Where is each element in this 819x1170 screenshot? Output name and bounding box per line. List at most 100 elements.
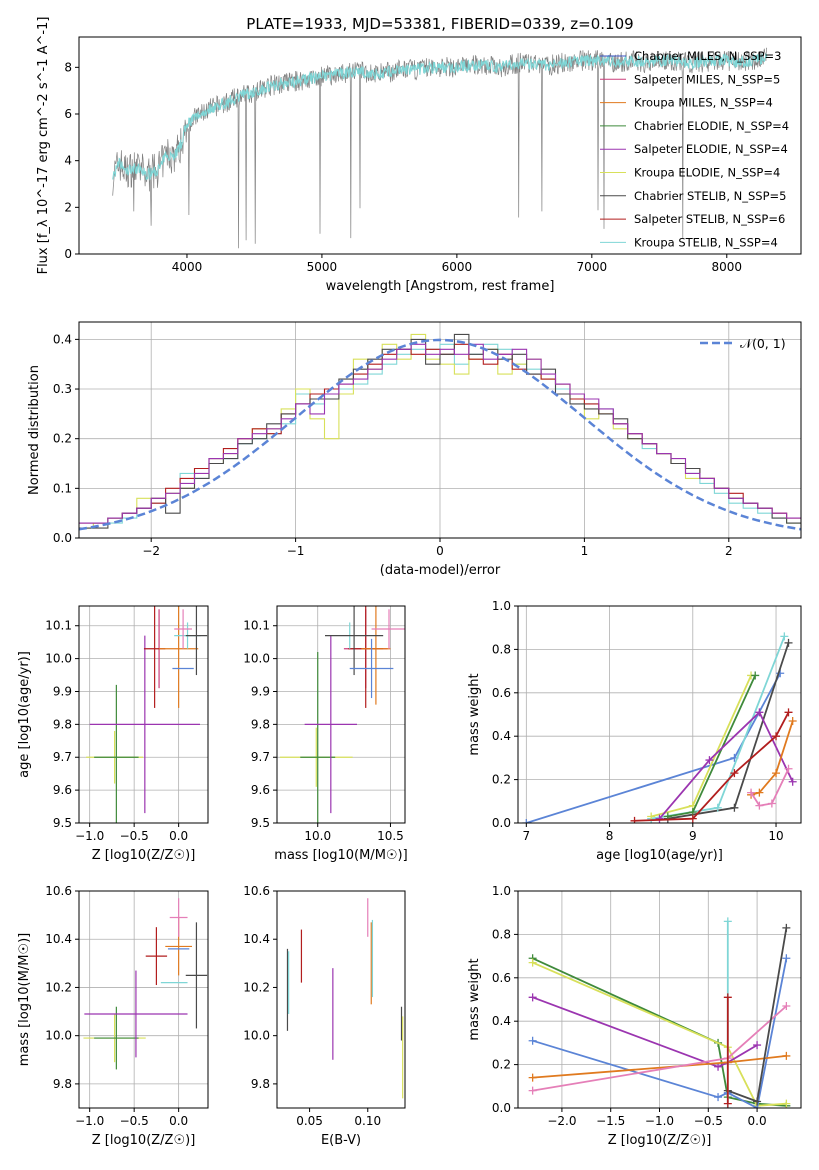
y-tick-label: 9.6: [251, 783, 270, 797]
weight-marker: [782, 1002, 791, 1011]
legend-label: Kroupa MILES, N_SSP=4: [634, 96, 773, 110]
x-tick-label: −0.5: [120, 1114, 149, 1128]
weight-marker: [755, 708, 764, 717]
x-axis-label: age [log10(age/yr)]: [596, 848, 723, 863]
age-vs-z-panel: −1.0 −0.5 0.0 9.5 9.6 9.7 9.8 9.9 10.0 10.1 Z [log…: [17, 605, 209, 863]
y-tick-label: 10.0: [243, 652, 270, 666]
weight-marker: [782, 954, 791, 963]
axes-frame: [78, 36, 802, 255]
y-tick-label: 10.1: [45, 619, 72, 633]
x-axis-label: Z [log10(Z/Z☉)]: [92, 848, 196, 863]
weight-marker: [747, 788, 756, 797]
x-axis-label: Z [log10(Z/Z☉)]: [92, 1133, 196, 1148]
x-tick-label: 0.0: [169, 1114, 188, 1128]
y-tick-label: 0.4: [53, 332, 72, 346]
plot-area: [277, 891, 405, 1108]
weight-marker: [753, 1041, 762, 1050]
x-tick-label: 0.0: [169, 829, 188, 843]
residuals-panel: −2 −1 0 1 2 0.0 0.1 0.2 0.3 0.4 (data-model)/error…: [27, 321, 802, 578]
weight-marker: [782, 923, 791, 932]
legend-label: Chabrier ELODIE, N_SSP=4: [634, 119, 789, 133]
plot-body: [112, 47, 768, 249]
x-tick-label: 0.05: [296, 1114, 323, 1128]
weight-marker: [753, 1097, 762, 1106]
x-tick-label: −2.0: [547, 1114, 576, 1128]
x-tick-label: 0.10: [354, 1114, 381, 1128]
plot-body: [86, 606, 208, 823]
axes-frame: [517, 605, 802, 824]
x-tick-label: 6000: [442, 260, 473, 274]
y-tick-label: 0.3: [53, 382, 72, 396]
weight-marker: [784, 708, 793, 717]
legend-label: Kroupa ELODIE, N_SSP=4: [634, 166, 780, 180]
weight-marker: [528, 993, 537, 1002]
weight-marker: [755, 788, 764, 797]
y-tick-label: 10.6: [243, 884, 270, 898]
y-tick-label: 0.8: [492, 642, 511, 656]
plot-body: [79, 333, 801, 531]
plot-body: [279, 606, 405, 823]
legend-label: Salpeter STELIB, N_SSP=6: [634, 212, 785, 226]
weight-marker: [784, 638, 793, 647]
y-tick-label: 9.9: [251, 684, 270, 698]
x-tick-label: −1: [287, 544, 305, 558]
legend-label: Salpeter MILES, N_SSP=5: [634, 72, 780, 86]
y-tick-label: 10.1: [243, 619, 270, 633]
x-axis-label: Z [log10(Z/Z☉)]: [608, 1133, 712, 1148]
y-tick-label: 0.0: [492, 1101, 511, 1115]
y-tick-label: 0: [64, 247, 72, 261]
y-tick-label: 6: [64, 107, 72, 121]
y-tick-label: 0.4: [492, 729, 511, 743]
weight-marker: [723, 1099, 732, 1108]
x-tick-label: −1.0: [75, 1114, 104, 1128]
x-tick-label: −1.0: [75, 829, 104, 843]
x-tick-label: −2: [142, 544, 160, 558]
weight-series-2: [532, 996, 758, 1068]
x-tick-label: 10: [768, 829, 783, 843]
plot-area: [79, 606, 208, 823]
weight-marker: [782, 1051, 791, 1060]
x-axis-label: E(B-V): [321, 1133, 361, 1148]
y-axis-label: age [log10(age/yr)]: [17, 651, 32, 778]
plot-area: [79, 891, 208, 1108]
axes-frame: [517, 890, 802, 1109]
weight-marker: [755, 801, 764, 810]
x-tick-label: 2: [725, 544, 733, 558]
y-tick-label: 10.0: [243, 1029, 270, 1043]
x-tick-label: −1.0: [645, 1114, 674, 1128]
x-tick-label: −0.5: [694, 1114, 723, 1128]
weight-marker: [522, 819, 531, 823]
mass-vs-ebv-panel: 0.05 0.10 9.8 10.0 10.2 10.4 10.6 E(B-V): [243, 884, 406, 1148]
weight-marker: [528, 1086, 537, 1095]
weight-marker: [705, 756, 714, 765]
y-tick-label: 10.4: [45, 932, 72, 946]
y-tick-label: 9.7: [251, 750, 270, 764]
weight-marker: [772, 732, 781, 741]
weight-marker: [782, 1099, 791, 1108]
weight-marker: [655, 814, 664, 823]
x-tick-label: 0.0: [748, 1114, 767, 1128]
y-tick-label: 9.5: [251, 816, 270, 830]
y-tick-label: 9.8: [251, 717, 270, 731]
weight-marker: [688, 814, 697, 823]
y-tick-label: 10.6: [45, 884, 72, 898]
weight-marker: [780, 632, 789, 641]
figure-title: PLATE=1933, MJD=53381, FIBERID=0339, z=0…: [246, 15, 633, 33]
x-tick-label: 0: [436, 544, 444, 558]
y-axis-label: Flux [f_λ 10^-17 erg cm^-2 s^-1 A^-1]: [36, 17, 51, 275]
y-tick-label: 9.5: [53, 816, 72, 830]
plot-body: [286, 898, 404, 1099]
weight-marker: [751, 671, 760, 680]
mass-vs-z-panel: −1.0 −0.5 0.0 9.8 10.0 10.2 10.4 10.6 Z [log10(Z…: [17, 884, 209, 1148]
x-axis-label: wavelength [Angstrom, rest frame]: [326, 279, 555, 294]
y-tick-label: 0.2: [492, 773, 511, 787]
y-tick-label: 9.6: [53, 783, 72, 797]
spectrum-legend: Chabrier MILES, N_SSP=3 Salpeter MILES, N…: [600, 49, 789, 249]
y-tick-label: 0.6: [492, 686, 511, 700]
y-tick-label: 10.2: [243, 980, 270, 994]
x-tick-label: −0.5: [120, 829, 149, 843]
spectrum-panel: 4000 5000 6000 7000 8000 0 2 4 6 8 wavelength [Ang…: [36, 17, 802, 294]
normal-reference-curve: [79, 338, 801, 531]
weight-marker: [730, 769, 739, 778]
